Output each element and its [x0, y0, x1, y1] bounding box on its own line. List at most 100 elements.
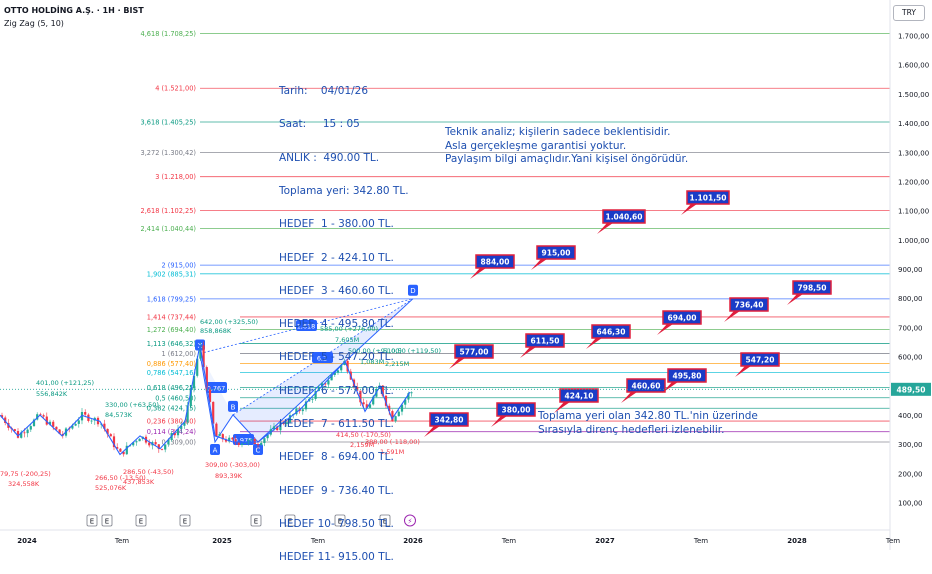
candle-body — [256, 444, 260, 445]
zigzag-label: 437,853K — [123, 478, 155, 486]
fib-label: 1,618 (799,25) — [147, 295, 196, 303]
zigzag-line — [0, 344, 411, 456]
zigzag-label: 414,50 (-170,50) — [336, 431, 391, 439]
zigzag-label: 309,00 (-303,00) — [205, 461, 260, 469]
target-box — [525, 333, 565, 348]
fibonacci-levels: 4,618 (1.708,25) 4 (1.521,00) 3,618 (1.405… — [141, 30, 890, 446]
target-pointer — [491, 416, 507, 427]
earnings-marker-label: E — [105, 518, 109, 526]
zigzag-label: 324,558K — [8, 480, 40, 488]
candle-body — [279, 423, 282, 431]
target-box — [667, 368, 707, 383]
candle-body — [138, 438, 141, 442]
price-tick-label: 600,00 — [898, 354, 923, 362]
price-tick-label: 1.700,00 — [898, 33, 929, 41]
price-tick-label: 100,00 — [898, 500, 923, 508]
fib-label: 2 (915,00) — [161, 262, 196, 270]
candle-body — [4, 417, 7, 424]
fib-label: 0,786 (547,16) — [147, 369, 196, 377]
candle-body — [372, 396, 375, 405]
time-tick-label: Tem — [310, 537, 325, 545]
candle-body — [365, 404, 368, 408]
price-tick-label: 200,00 — [898, 470, 923, 478]
candle-body — [202, 345, 205, 368]
price-axis[interactable]: 1.700,00 1.600,00 1.500,00 1.400,00 1.300,00… — [898, 33, 929, 508]
disclaimer-note: Teknik analiz; kişilerin sadece beklenti… — [445, 126, 689, 165]
target-label: 694,00 — [668, 314, 697, 323]
price-tick-label: 1.200,00 — [898, 178, 929, 186]
info-line: HEDEF 11- 915.00 TL. — [279, 551, 394, 564]
target-label: 646,30 — [597, 328, 626, 337]
analysis-info-box: Tarih: 04/01/26 Saat: 15 : 05 ANLIK : 49… — [279, 64, 409, 574]
info-line: HEDEF 1 - 380.00 TL. — [279, 218, 394, 231]
candle-body — [58, 429, 61, 434]
earnings-marker — [135, 514, 147, 527]
earnings-marker-label: E — [183, 518, 187, 526]
candle-body — [32, 419, 36, 427]
fib-label: 1,113 (646,32) — [147, 340, 196, 348]
indicator-legend[interactable]: Zig Zag (5, 10) — [4, 19, 64, 28]
candle-body — [84, 412, 87, 415]
candle-body — [381, 385, 384, 396]
pattern-fill-bcd — [233, 298, 413, 442]
price-tick-label: 700,00 — [898, 324, 923, 332]
earnings-marker — [179, 514, 191, 527]
candle-body — [125, 445, 128, 455]
target-label: 1.101,50 — [689, 194, 726, 203]
target-label: 611,50 — [531, 337, 560, 346]
candle-body — [237, 442, 240, 446]
earnings-marker-label: E — [383, 518, 387, 526]
pattern-ratio-label: 1,618 — [297, 323, 316, 331]
target-label: 884,00 — [481, 258, 510, 267]
candle-body — [122, 451, 125, 455]
candle-body — [340, 365, 343, 371]
time-axis[interactable]: 2024 Tem 2025 Tem 2026 Tem 2027 Tem 2028 Tem — [17, 537, 900, 545]
pattern-fill-xab — [200, 353, 233, 442]
currency-badge[interactable]: TRY — [893, 5, 925, 21]
info-line: HEDEF 10- 798.50 TL. — [279, 517, 394, 530]
candle-body — [234, 439, 237, 443]
candle-body — [16, 431, 20, 438]
target-pointer — [724, 311, 740, 322]
candle-body — [388, 405, 391, 412]
candle-body — [119, 448, 122, 452]
price-chart[interactable]: 4,618 (1.708,25) 4 (1.521,00) 3,618 (1.405… — [0, 0, 932, 550]
candle-body — [48, 421, 52, 425]
target-pointer — [520, 347, 536, 358]
dividend-icon — [404, 514, 416, 527]
time-tick-label: Tem — [885, 537, 900, 545]
candle-body — [404, 399, 407, 405]
candle-body — [282, 423, 285, 424]
candle-body — [260, 442, 263, 445]
fib-label: 0,618 (496,25) — [147, 384, 196, 392]
candle-body — [183, 422, 186, 426]
candle-body — [250, 439, 253, 441]
price-tick-label: 300,00 — [898, 441, 923, 449]
zigzag-label: 286,50 (-43,50) — [123, 468, 174, 476]
candle-body — [45, 416, 48, 425]
zigzag-label: 84,573K — [105, 411, 133, 419]
pattern-point-label: D — [410, 287, 415, 295]
fib-label: 1,414 (737,44) — [147, 313, 196, 321]
target-pointer — [449, 358, 465, 369]
symbol-title[interactable]: OTTO HOLDİNG A.Ş. · 1H · BIST — [4, 6, 144, 15]
fib-label: 2,414 (1.040,44) — [141, 225, 196, 233]
zigzag-label: 7,605M — [335, 336, 359, 344]
target-label: 342,80 — [435, 416, 464, 425]
candle-body — [90, 420, 93, 422]
last-price-label: 489,50 — [897, 385, 926, 394]
candle-body — [356, 386, 359, 391]
candle-body — [164, 444, 167, 450]
earnings-marker-label: E — [288, 518, 292, 526]
candle-body — [333, 372, 336, 375]
candle-body — [0, 415, 4, 418]
target-label: 495,80 — [673, 372, 702, 381]
pattern-ratio-box — [312, 352, 333, 363]
fib-label: 4,618 (1.708,25) — [141, 30, 196, 38]
earnings-marker — [101, 514, 113, 527]
candle-body — [13, 429, 16, 432]
zigzag-label: 1,591M — [380, 448, 404, 456]
pattern-point-label: C — [256, 446, 261, 454]
candle-body — [55, 426, 58, 430]
candle-body — [215, 423, 218, 437]
